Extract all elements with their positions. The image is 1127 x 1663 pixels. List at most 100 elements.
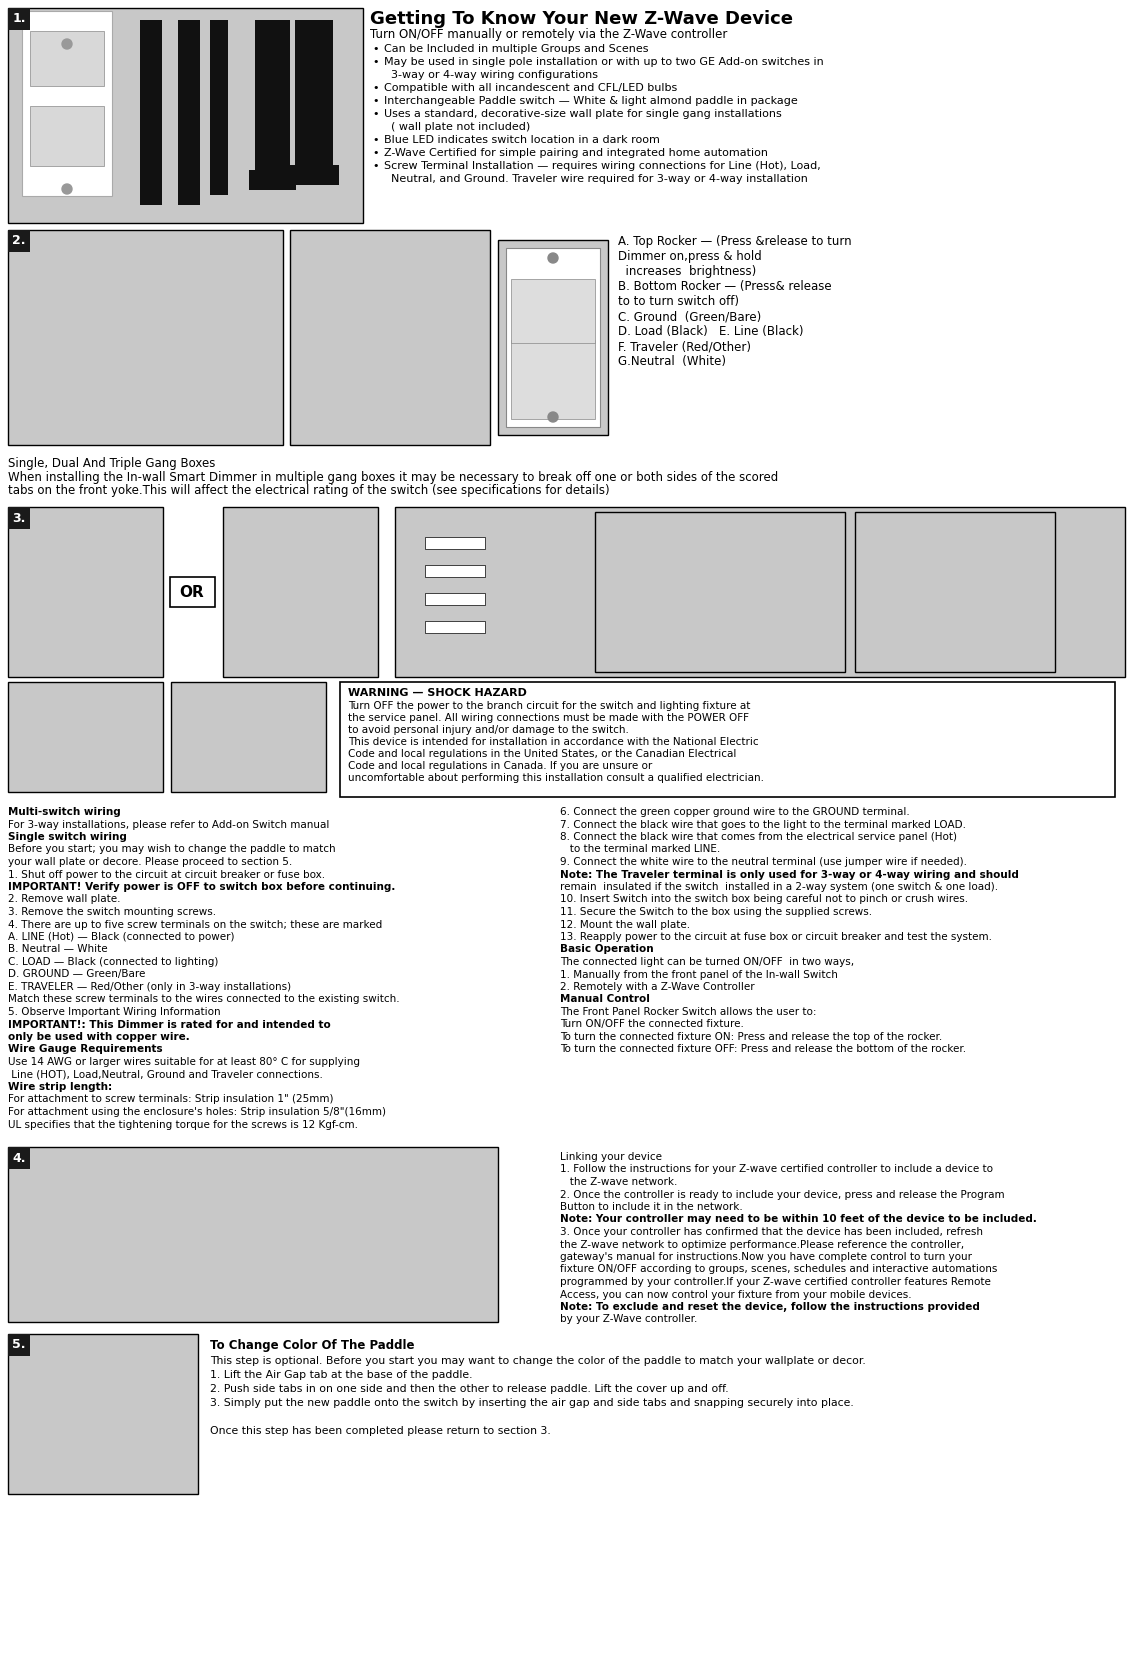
Text: This device is intended for installation in accordance with the National Electri: This device is intended for installation… (348, 737, 758, 747)
Text: E. TRAVELER — Red/Other (only in 3-way installations): E. TRAVELER — Red/Other (only in 3-way i… (8, 981, 291, 993)
Text: •: • (372, 110, 379, 120)
Text: To Change Color Of The Paddle: To Change Color Of The Paddle (210, 1339, 415, 1352)
Bar (8, 507, 163, 677)
Text: 3. Simply put the new paddle onto the switch by inserting the air gap and side t: 3. Simply put the new paddle onto the sw… (210, 1399, 854, 1409)
Text: by your Z-Wave controller.: by your Z-Wave controller. (560, 1314, 698, 1324)
Text: Z-Wave Certified for simple pairing and integrated home automation: Z-Wave Certified for simple pairing and … (384, 148, 767, 158)
Text: only be used with copper wire.: only be used with copper wire. (8, 1033, 189, 1043)
Text: your wall plate or decore. Please proceed to section 5.: your wall plate or decore. Please procee… (8, 856, 292, 866)
Bar (30, 32, 104, 86)
Text: B. Bottom Rocker — (Press& release: B. Bottom Rocker — (Press& release (618, 279, 832, 293)
Bar (8, 1147, 30, 1169)
Bar (8, 507, 163, 677)
Bar (8, 1147, 498, 1322)
Bar (394, 507, 1125, 677)
Bar (223, 507, 378, 677)
Text: OR: OR (179, 585, 204, 600)
Text: 3.: 3. (12, 512, 26, 524)
Bar (511, 279, 595, 343)
Text: the Z-wave network.: the Z-wave network. (560, 1177, 677, 1187)
Circle shape (62, 38, 72, 48)
Text: remain  insulated if the switch  installed in a 2-way system (one switch & one l: remain insulated if the switch installed… (560, 881, 999, 891)
Text: A. LINE (Hot) — Black (connected to power): A. LINE (Hot) — Black (connected to powe… (8, 931, 234, 941)
Text: ( wall plate not included): ( wall plate not included) (384, 121, 530, 131)
Text: Neutral: Neutral (428, 595, 462, 604)
Text: gateway's manual for instructions.Now you have complete control to turn your: gateway's manual for instructions.Now yo… (560, 1252, 971, 1262)
Text: Linking your device: Linking your device (560, 1152, 662, 1162)
Bar (511, 339, 595, 419)
Bar (340, 682, 1115, 797)
Text: 4.: 4. (12, 1151, 26, 1164)
Bar (498, 239, 607, 436)
Bar (855, 512, 1055, 672)
Text: 2. Remotely with a Z-Wave Controller: 2. Remotely with a Z-Wave Controller (560, 981, 755, 993)
Text: to the terminal marked LINE.: to the terminal marked LINE. (560, 845, 720, 855)
Bar (506, 248, 600, 427)
Bar (8, 507, 30, 529)
Text: F. Traveler (Red/Other): F. Traveler (Red/Other) (618, 339, 751, 353)
Bar (8, 1334, 30, 1355)
Bar (8, 8, 30, 30)
Bar (210, 20, 228, 195)
Text: Turn ON/OFF the connected fixture.: Turn ON/OFF the connected fixture. (560, 1019, 744, 1029)
Text: Line (Hot): Line (Hot) (428, 624, 472, 632)
Bar (595, 512, 845, 672)
Circle shape (548, 253, 558, 263)
Bar (8, 1147, 498, 1322)
Bar (8, 8, 363, 223)
Text: May be used in single pole installation or with up to two GE Add-on switches in: May be used in single pole installation … (384, 57, 824, 67)
Bar (8, 682, 163, 792)
Text: fixture ON/OFF according to groups, scenes, schedules and interactive automation: fixture ON/OFF according to groups, scen… (560, 1264, 997, 1274)
Text: Compatible with all incandescent and CFL/LED bulbs: Compatible with all incandescent and CFL… (384, 83, 677, 93)
Bar (18, 17, 118, 211)
Text: 13. Reapply power to the circuit at fuse box or circuit breaker and test the sys: 13. Reapply power to the circuit at fuse… (560, 931, 992, 941)
Bar (394, 507, 1125, 677)
Text: Wire Gauge Requirements: Wire Gauge Requirements (8, 1044, 162, 1054)
Text: 8. Connect the black wire that comes from the electrical service panel (Hot): 8. Connect the black wire that comes fro… (560, 832, 957, 841)
Text: 1. Lift the Air Gap tab at the base of the paddle.: 1. Lift the Air Gap tab at the base of t… (210, 1370, 472, 1380)
Text: Before you start; you may wish to change the paddle to match: Before you start; you may wish to change… (8, 845, 336, 855)
Text: 3. Remove the switch mounting screws.: 3. Remove the switch mounting screws. (8, 906, 216, 916)
Bar (255, 20, 290, 190)
Bar (425, 565, 485, 577)
Text: Single, Dual And Triple Gang Boxes: Single, Dual And Triple Gang Boxes (8, 457, 215, 471)
Bar (171, 682, 326, 792)
Bar (290, 229, 490, 446)
Text: Code and local regulations in the United States, or the Canadian Electrical: Code and local regulations in the United… (348, 748, 736, 758)
Bar (425, 594, 485, 605)
Bar (140, 20, 162, 205)
Text: 7. Connect the black wire that goes to the light to the terminal marked LOAD.: 7. Connect the black wire that goes to t… (560, 820, 966, 830)
Text: Button to include it in the network.: Button to include it in the network. (560, 1202, 743, 1212)
Bar (8, 8, 363, 223)
Text: Basic Operation: Basic Operation (560, 945, 654, 955)
Text: For 3-way installations, please refer to Add-on Switch manual: For 3-way installations, please refer to… (8, 820, 329, 830)
Text: •: • (372, 43, 379, 53)
Text: Turn OFF the power to the branch circuit for the switch and lighting fixture at: Turn OFF the power to the branch circuit… (348, 702, 751, 712)
Text: 4. There are up to five screw terminals on the switch; these are marked: 4. There are up to five screw terminals … (8, 920, 382, 930)
Text: Note: The Traveler terminal is only used for 3-way or 4-way wiring and should: Note: The Traveler terminal is only used… (560, 870, 1019, 880)
Text: G.Neutral  (White): G.Neutral (White) (618, 354, 726, 368)
Text: •: • (372, 96, 379, 106)
Text: C. Ground  (Green/Bare): C. Ground (Green/Bare) (618, 309, 761, 323)
Text: For attachment to screw terminals: Strip insulation 1" (25mm): For attachment to screw terminals: Strip… (8, 1094, 334, 1104)
Bar (289, 165, 339, 185)
Bar (23, 12, 112, 196)
Bar (425, 537, 485, 549)
Bar (171, 682, 326, 792)
Text: Code and local regulations in Canada. If you are unsure or: Code and local regulations in Canada. If… (348, 762, 653, 772)
Circle shape (548, 412, 558, 422)
Text: •: • (372, 57, 379, 67)
Text: Uses a standard, decorative-size wall plate for single gang installations: Uses a standard, decorative-size wall pl… (384, 110, 782, 120)
Text: 5. Observe Important Wiring Information: 5. Observe Important Wiring Information (8, 1008, 221, 1018)
Text: Note: To exclude and reset the device, follow the instructions provided: Note: To exclude and reset the device, f… (560, 1302, 979, 1312)
Text: To turn the connected fixture ON: Press and release the top of the rocker.: To turn the connected fixture ON: Press … (560, 1033, 942, 1043)
Text: Multi-switch wiring: Multi-switch wiring (8, 807, 121, 817)
Text: 2. Once the controller is ready to include your device, press and release the Pr: 2. Once the controller is ready to inclu… (560, 1189, 1004, 1199)
Bar (8, 1334, 198, 1493)
Text: uncomfortable about performing this installation consult a qualified electrician: uncomfortable about performing this inst… (348, 773, 764, 783)
Text: Manual Control: Manual Control (560, 994, 650, 1004)
Text: 6. Connect the green copper ground wire to the GROUND terminal.: 6. Connect the green copper ground wire … (560, 807, 909, 817)
Text: A. Top Rocker — (Press &release to turn: A. Top Rocker — (Press &release to turn (618, 234, 852, 248)
Text: Turn ON/OFF manually or remotely via the Z-Wave controller: Turn ON/OFF manually or remotely via the… (370, 28, 727, 42)
Text: Once this step has been completed please return to section 3.: Once this step has been completed please… (210, 1425, 551, 1435)
